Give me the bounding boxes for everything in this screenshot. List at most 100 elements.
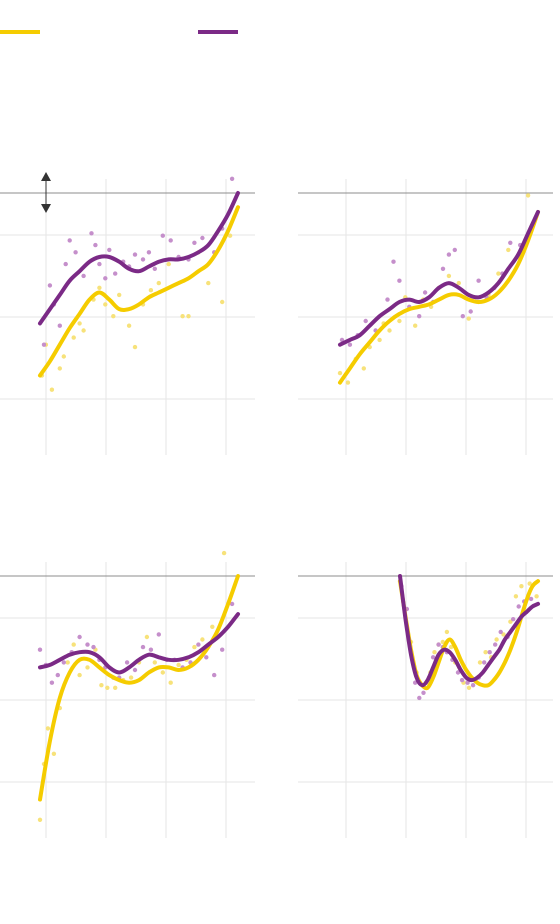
- point-series_b-26: [229, 601, 235, 607]
- point-series_a-26: [534, 594, 539, 599]
- point-series_b-0: [37, 647, 43, 652]
- point-series_a-23: [220, 299, 225, 305]
- point-series_a-19: [180, 314, 185, 319]
- series-line-series_b: [338, 210, 540, 347]
- point-series_b-12: [107, 247, 112, 253]
- point-series_a-22: [192, 644, 197, 650]
- point-series_a-2: [45, 726, 51, 731]
- point-series_a-3: [361, 366, 366, 371]
- point-series_a-15: [466, 685, 472, 690]
- point-series_b-15: [140, 644, 146, 650]
- point-series_b-12: [455, 670, 461, 675]
- point-series_a-23: [513, 594, 519, 599]
- point-series_b-6: [73, 250, 78, 255]
- point-series_a-14: [446, 273, 452, 279]
- point-series_a-3: [57, 366, 62, 371]
- point-series_b-18: [487, 650, 492, 655]
- point-series_a-7: [387, 328, 392, 333]
- point-series_a-15: [456, 280, 461, 286]
- point-series_b-10: [97, 261, 102, 267]
- point-series_a-9: [97, 285, 102, 290]
- point-series_a-8: [397, 318, 402, 324]
- point-series_b-8: [91, 644, 96, 650]
- point-series_b-13: [446, 252, 452, 257]
- point-series_a-25: [221, 550, 227, 556]
- point-series_b-25: [200, 235, 205, 241]
- point-series_a-16: [148, 288, 154, 293]
- point-series_a-16: [144, 634, 150, 640]
- point-series_b-22: [511, 617, 516, 622]
- point-series_b-7: [397, 278, 402, 283]
- point-series_b-7: [430, 655, 436, 660]
- series-line-series_b: [38, 191, 240, 326]
- point-series_a-24: [227, 233, 233, 238]
- point-series_b-11: [103, 276, 108, 281]
- point-series_a-6: [71, 642, 76, 647]
- point-series_a-6: [77, 321, 82, 326]
- point-series_a-21: [501, 632, 506, 637]
- point-series_b-9: [93, 242, 98, 248]
- point-series_b-21: [168, 238, 173, 243]
- point-series_a-22: [525, 193, 531, 198]
- point-series_b-5: [421, 690, 426, 695]
- point-series_a-25: [527, 581, 532, 586]
- point-series_b-6: [77, 634, 82, 640]
- point-series_a-18: [166, 261, 171, 267]
- point-series_b-14: [465, 680, 470, 685]
- point-series_b-9: [417, 314, 422, 319]
- point-series_b-15: [470, 683, 476, 688]
- point-series_a-23: [200, 637, 205, 642]
- point-series_b-14: [452, 247, 457, 253]
- point-series_b-15: [460, 314, 465, 319]
- point-series_b-7: [85, 642, 90, 647]
- point-series_b-19: [152, 266, 157, 271]
- point-series_b-3: [363, 318, 368, 324]
- up-down-arrow-icon: [41, 172, 51, 213]
- point-series_a-10: [413, 323, 418, 328]
- series-line-series_b: [398, 574, 540, 688]
- point-series_b-16: [148, 647, 154, 652]
- point-series_a-1: [345, 380, 351, 385]
- point-series_b-16: [132, 252, 138, 257]
- point-series_a-24: [210, 624, 215, 629]
- point-series_a-17: [156, 280, 161, 286]
- point-series_b-18: [146, 250, 152, 255]
- point-series_a-22: [206, 280, 211, 286]
- point-series_a-14: [128, 675, 134, 680]
- point-series_a-11: [111, 314, 116, 319]
- point-series_a-4: [61, 354, 66, 359]
- point-series_a-20: [506, 247, 511, 253]
- point-series_a-11: [105, 685, 110, 690]
- point-series_a-2: [49, 387, 55, 392]
- point-series_b-23: [516, 604, 521, 609]
- series-line-series_b: [38, 612, 240, 675]
- point-series_b-7: [81, 273, 86, 279]
- point-series_b-6: [391, 259, 396, 264]
- point-series_b-4: [417, 695, 422, 701]
- point-series_a-0: [37, 817, 43, 822]
- point-series_b-14: [132, 667, 138, 673]
- point-series_a-10: [444, 629, 450, 635]
- point-series_a-19: [496, 271, 501, 276]
- series-line-series_a: [38, 205, 240, 378]
- point-series_b-17: [476, 278, 481, 283]
- point-series_a-18: [483, 650, 488, 655]
- point-series_b-25: [220, 647, 225, 652]
- point-series_a-9: [440, 639, 445, 645]
- point-series_b-17: [156, 632, 161, 637]
- point-series_b-3: [57, 323, 62, 328]
- point-series_a-24: [519, 584, 524, 589]
- point-series_b-25: [528, 596, 534, 602]
- point-series_b-19: [493, 642, 498, 647]
- point-series_b-20: [160, 233, 165, 238]
- point-series_b-28: [229, 176, 235, 181]
- point-series_b-4: [61, 660, 66, 665]
- point-series_a-5: [377, 337, 382, 343]
- point-series_a-18: [160, 670, 165, 675]
- point-series_a-11: [448, 644, 454, 650]
- point-series_b-13: [124, 660, 130, 665]
- point-series_a-16: [466, 316, 471, 321]
- point-series_a-10: [103, 302, 108, 307]
- point-series_a-17: [477, 660, 483, 665]
